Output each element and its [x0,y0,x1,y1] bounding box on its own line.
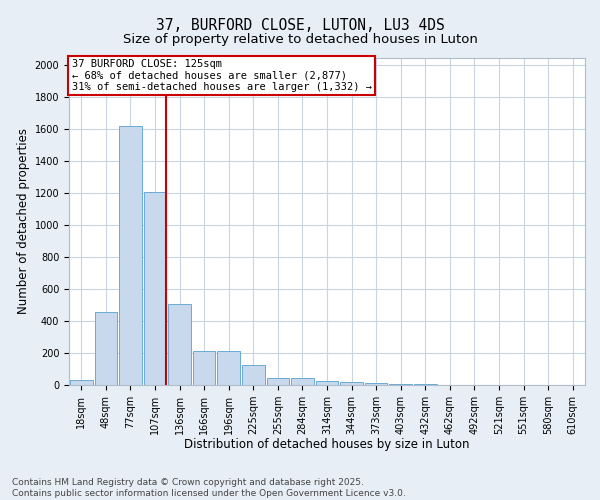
Bar [266,378,289,385]
Bar [414,384,437,385]
Bar [242,365,265,385]
Bar [95,312,117,385]
Y-axis label: Number of detached properties: Number of detached properties [17,128,31,314]
Bar [217,350,240,385]
Bar [143,192,166,385]
Bar [168,304,191,385]
Bar [340,382,363,385]
Bar [316,381,338,385]
Text: Contains HM Land Registry data © Crown copyright and database right 2025.
Contai: Contains HM Land Registry data © Crown c… [12,478,406,498]
Text: 37 BURFORD CLOSE: 125sqm
← 68% of detached houses are smaller (2,877)
31% of sem: 37 BURFORD CLOSE: 125sqm ← 68% of detach… [71,59,371,92]
Text: 37, BURFORD CLOSE, LUTON, LU3 4DS: 37, BURFORD CLOSE, LUTON, LU3 4DS [155,18,445,32]
Bar [70,380,92,385]
Bar [119,126,142,385]
Bar [389,384,412,385]
Bar [365,384,388,385]
Bar [193,350,215,385]
X-axis label: Distribution of detached houses by size in Luton: Distribution of detached houses by size … [184,438,470,452]
Bar [291,378,314,385]
Text: Size of property relative to detached houses in Luton: Size of property relative to detached ho… [122,32,478,46]
